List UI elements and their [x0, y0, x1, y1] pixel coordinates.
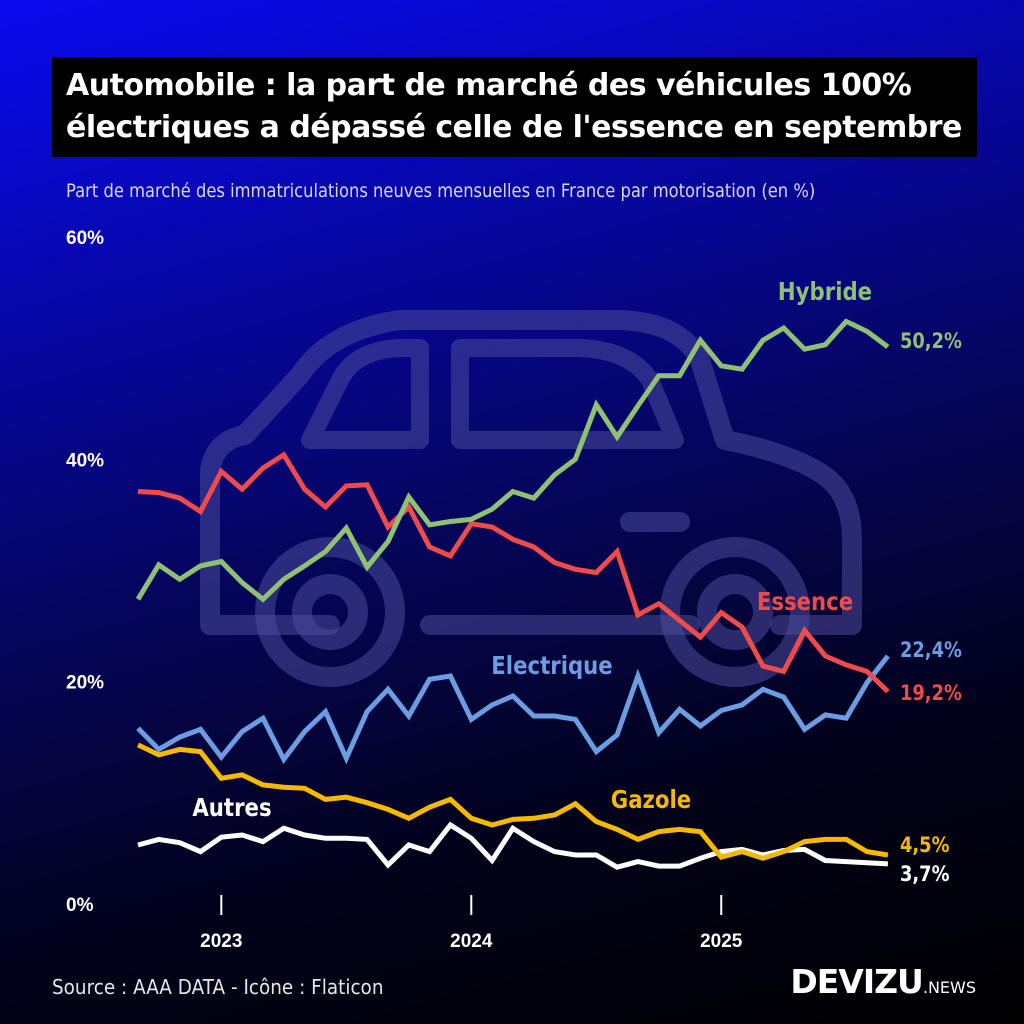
series-label-electrique: Electrique [491, 651, 612, 680]
series-label-gazole: Gazole [611, 785, 691, 814]
end-value-label-electrique: 22,4% [900, 638, 962, 663]
series-label-essence: Essence [757, 587, 853, 616]
series-line-hybride [135, 318, 890, 603]
source-note: Source : AAA DATA - Icône : Flaticon [52, 975, 384, 999]
end-value-label-essence: 19,2% [900, 681, 962, 706]
x-tick-label: 2023 [200, 931, 242, 952]
x-tick-label: 2024 [450, 931, 493, 952]
series-line-gazole [136, 742, 889, 861]
devizu-logo: DEVIZU.NEWS [790, 962, 976, 1001]
series-line-essence [137, 451, 890, 694]
series-label-hybride: Hybride [778, 277, 872, 306]
chart-title-line2: électriques a dépassé celle de l'essence… [66, 110, 962, 145]
y-tick-label: 0% [66, 895, 94, 916]
chart-subtitle: Part de marché des immatriculations neuv… [66, 180, 816, 202]
end-value-label-gazole: 4,5% [900, 833, 949, 858]
series-label-autres: Autres [192, 793, 271, 822]
logo-main: DEVIZU [790, 962, 923, 1001]
logo-suffix: .NEWS [922, 978, 976, 997]
chart-title-line1: Automobile : la part de marché des véhic… [66, 68, 912, 103]
end-value-label-hybride: 50,2% [900, 329, 962, 354]
y-tick-label: 40% [66, 450, 104, 471]
series-line-electrique [136, 654, 890, 765]
end-value-label-autres: 3,7% [900, 862, 949, 887]
x-tick-label: 2025 [700, 931, 743, 952]
chart-title-box: Automobile : la part de marché des véhic… [52, 57, 977, 157]
series-line-autres [137, 821, 889, 870]
y-tick-label: 60% [66, 228, 104, 249]
y-tick-label: 20% [66, 673, 104, 694]
